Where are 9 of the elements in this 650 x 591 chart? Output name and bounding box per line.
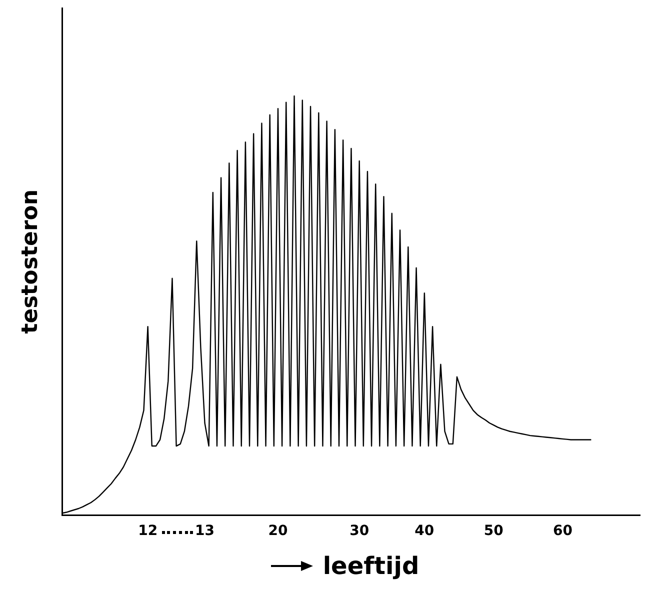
y-axis-title: testosteron [18, 189, 43, 334]
x-axis-title: leeftijd [322, 552, 420, 580]
x-tick-label: 20 [268, 523, 288, 540]
x-tick-label: 60 [552, 523, 573, 540]
x-tick-label: 12 [138, 523, 158, 540]
x-tick-label: 40 [414, 523, 434, 540]
x-tick-label: 30 [350, 523, 370, 540]
x-tick-label: 50 [484, 523, 504, 540]
x-tick-label: 13 [195, 523, 215, 540]
